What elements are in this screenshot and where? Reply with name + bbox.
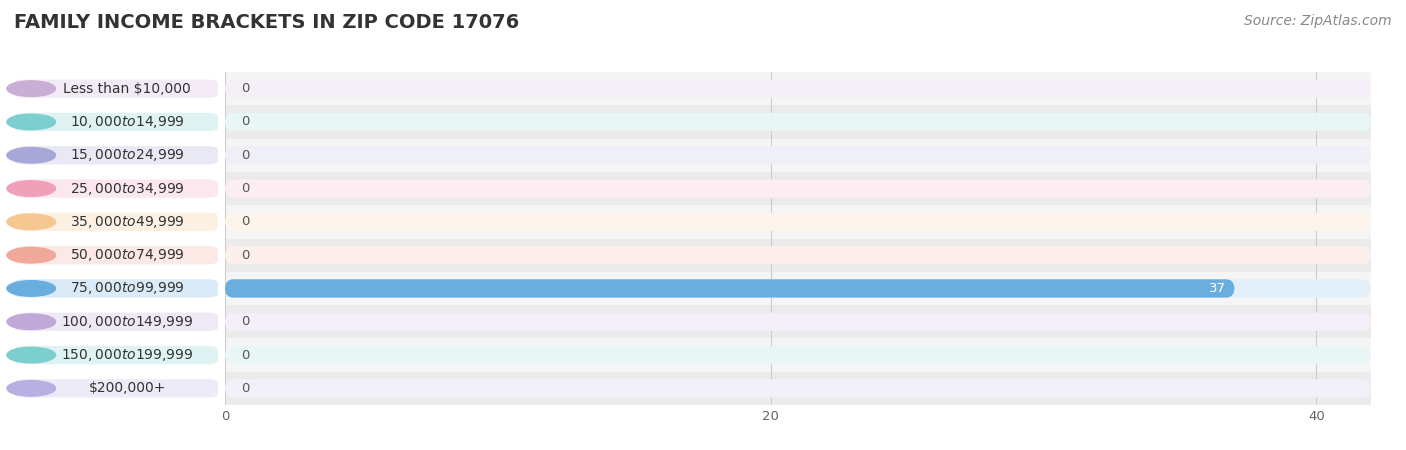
Text: 0: 0 [242,82,250,95]
FancyBboxPatch shape [225,313,1371,331]
FancyBboxPatch shape [225,180,1371,198]
Text: $150,000 to $199,999: $150,000 to $199,999 [60,347,194,363]
Text: $10,000 to $14,999: $10,000 to $14,999 [70,114,184,130]
Text: 0: 0 [242,182,250,195]
Text: 0: 0 [242,382,250,395]
Text: 37: 37 [1209,282,1226,295]
Bar [225,372,1371,405]
Text: Source: ZipAtlas.com: Source: ZipAtlas.com [1244,14,1392,27]
Text: 0: 0 [242,116,250,128]
Text: $25,000 to $34,999: $25,000 to $34,999 [70,180,184,197]
FancyBboxPatch shape [225,346,1371,364]
Bar [225,238,1371,272]
Bar [225,205,1371,239]
FancyBboxPatch shape [225,279,1234,297]
Text: FAMILY INCOME BRACKETS IN ZIP CODE 17076: FAMILY INCOME BRACKETS IN ZIP CODE 17076 [14,14,519,32]
Text: 0: 0 [242,249,250,261]
Bar [225,172,1371,205]
Bar [225,72,1371,105]
Text: $15,000 to $24,999: $15,000 to $24,999 [70,147,184,163]
Text: 0: 0 [242,216,250,228]
Text: $50,000 to $74,999: $50,000 to $74,999 [70,247,184,263]
Bar [225,105,1371,139]
Text: 0: 0 [242,349,250,361]
Text: $100,000 to $149,999: $100,000 to $149,999 [60,314,194,330]
Text: $35,000 to $49,999: $35,000 to $49,999 [70,214,184,230]
Bar [225,305,1371,338]
Text: 0: 0 [242,149,250,162]
Text: Less than $10,000: Less than $10,000 [63,81,191,96]
Bar [225,272,1371,305]
Bar [225,338,1371,372]
Bar [225,139,1371,172]
Text: $200,000+: $200,000+ [89,381,166,396]
FancyBboxPatch shape [225,113,1371,131]
FancyBboxPatch shape [225,213,1371,231]
FancyBboxPatch shape [225,379,1371,397]
Text: 0: 0 [242,315,250,328]
FancyBboxPatch shape [225,279,1371,297]
FancyBboxPatch shape [225,80,1371,98]
FancyBboxPatch shape [225,246,1371,264]
FancyBboxPatch shape [225,146,1371,164]
Text: $75,000 to $99,999: $75,000 to $99,999 [70,280,184,297]
